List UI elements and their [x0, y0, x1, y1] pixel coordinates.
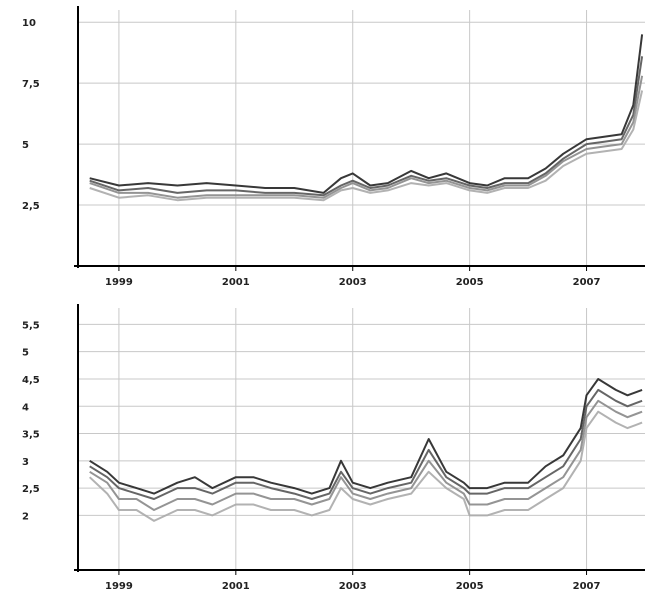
series-line [89, 378, 643, 495]
x-tick-label: 2001 [222, 581, 250, 592]
y-tick-label: 7,5 [22, 79, 40, 90]
y-tick-label: 2,5 [22, 484, 40, 495]
series-line [89, 410, 643, 522]
x-tick-label: 2005 [456, 277, 484, 288]
y-tick-label: 2 [22, 511, 29, 522]
y-tick-label: 5 [22, 348, 29, 359]
series-line [89, 90, 644, 202]
x-tick-label: 1999 [105, 277, 133, 288]
series-line [89, 399, 643, 511]
y-tick-label: 3,5 [22, 430, 40, 441]
y-tick-label: 2,5 [22, 201, 40, 212]
y-tick-label: 4,5 [22, 375, 40, 386]
x-tick-label: 2003 [339, 277, 367, 288]
x-tick-label: 2001 [222, 277, 250, 288]
y-tick-label: 3 [22, 457, 29, 468]
chart-bottom: 2 2,5 3 3,5 4 4,5 5 5,5 1999 2001 2003 2005 2007 [22, 304, 645, 592]
series-line [89, 75, 644, 199]
y-tick-label: 4 [22, 402, 29, 413]
x-tick-label: 2003 [339, 581, 367, 592]
x-tick-label: 2005 [456, 581, 484, 592]
x-tick-label: 2007 [573, 277, 601, 288]
x-tick-label: 1999 [105, 581, 133, 592]
series-line [89, 34, 644, 194]
series-line [89, 56, 644, 197]
series-line [89, 388, 643, 500]
chart-top: 2,5 5 7,5 10 1999 2001 2003 2005 2007 [22, 6, 645, 288]
y-tick-label: 5,5 [22, 320, 40, 331]
x-tick-label: 2007 [573, 581, 601, 592]
y-tick-label: 5 [22, 140, 29, 151]
y-tick-label: 10 [22, 18, 36, 29]
